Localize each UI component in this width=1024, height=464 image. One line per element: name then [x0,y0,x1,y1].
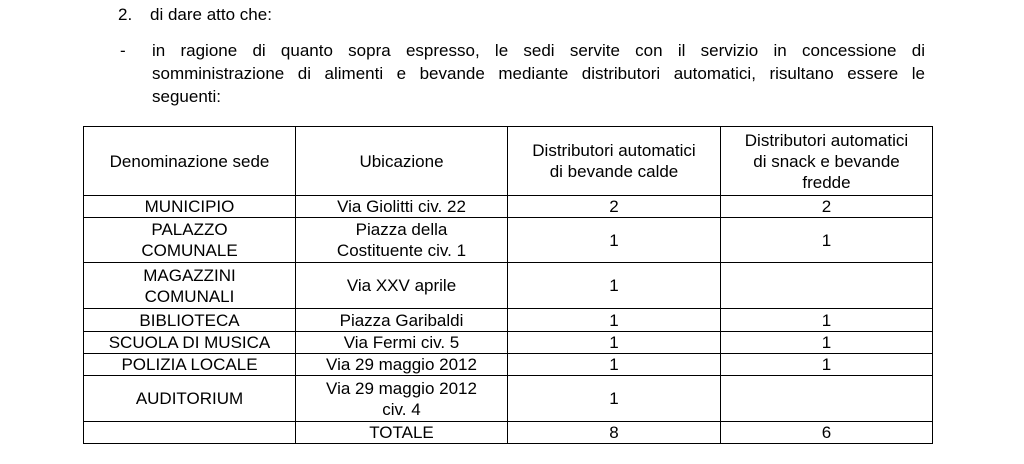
bullet-marker: - [120,41,126,60]
item-text: di dare atto che: [150,5,272,24]
table-cell: 1 [507,375,721,422]
table-cell: TOTALE [295,421,508,444]
table-row: POLIZIA LOCALE Via 29 maggio 2012 1 1 [83,353,933,376]
table-cell: 1 [507,308,721,332]
table-cell: 1 [507,217,721,263]
table-cell: MAGAZZINI COMUNALI [83,262,296,309]
table-cell: Via Giolitti civ. 22 [295,195,508,218]
table-cell: POLIZIA LOCALE [83,353,296,376]
table-cell: Via Fermi civ. 5 [295,331,508,354]
table-cell: 2 [507,195,721,218]
table-cell: 2 [720,195,933,218]
header-cell: Distributori automatici di bevande calde [507,126,721,196]
item-number: 2. [118,5,133,24]
header-cell: Ubicazione [295,126,508,196]
table-cell: Via 29 maggio 2012 [295,353,508,376]
table-cell: 6 [720,421,933,444]
table-cell: 1 [720,353,933,376]
table-cell: Via XXV aprile [295,262,508,309]
table-cell: 1 [507,262,721,309]
table-cell: AUDITORIUM [83,375,296,422]
table-cell: 1 [507,331,721,354]
table-row: PALAZZO COMUNALE Piazza della Costituente… [83,217,933,263]
table-cell: MUNICIPIO [83,195,296,218]
table-cell: Piazza della Costituente civ. 1 [295,217,508,263]
table-cell: SCUOLA DI MUSICA [83,331,296,354]
header-row: Denominazione sede Ubicazione Distributori… [83,126,933,196]
table-cell: Piazza Garibaldi [295,308,508,332]
table-row: TOTALE 8 6 [83,421,933,444]
table-row: BIBLIOTECA Piazza Garibaldi 1 1 [83,308,933,332]
table-cell: Via 29 maggio 2012 civ. 4 [295,375,508,422]
table-row: MAGAZZINI COMUNALI Via XXV aprile 1 [83,262,933,309]
table-cell [720,262,933,309]
table-row: MUNICIPIO Via Giolitti civ. 22 2 2 [83,195,933,218]
table-cell [83,421,296,444]
table-cell: 8 [507,421,721,444]
table: Denominazione sede Ubicazione Distributori… [83,126,933,444]
paragraph-line: somministrazione di alimenti e bevande m… [152,64,925,83]
paragraph-line: seguenti: [152,87,221,106]
table-cell: PALAZZO COMUNALE [83,217,296,263]
table-cell: BIBLIOTECA [83,308,296,332]
table-cell: 1 [720,308,933,332]
table-cell: 1 [507,353,721,376]
header-cell: Denominazione sede [83,126,296,196]
table-cell [720,375,933,422]
table-cell: 1 [720,217,933,263]
paragraph-line: in ragione di quanto sopra espresso, le … [152,41,925,60]
table-cell: 1 [720,331,933,354]
header-cell: Distributori automatici di snack e bevan… [720,126,933,196]
